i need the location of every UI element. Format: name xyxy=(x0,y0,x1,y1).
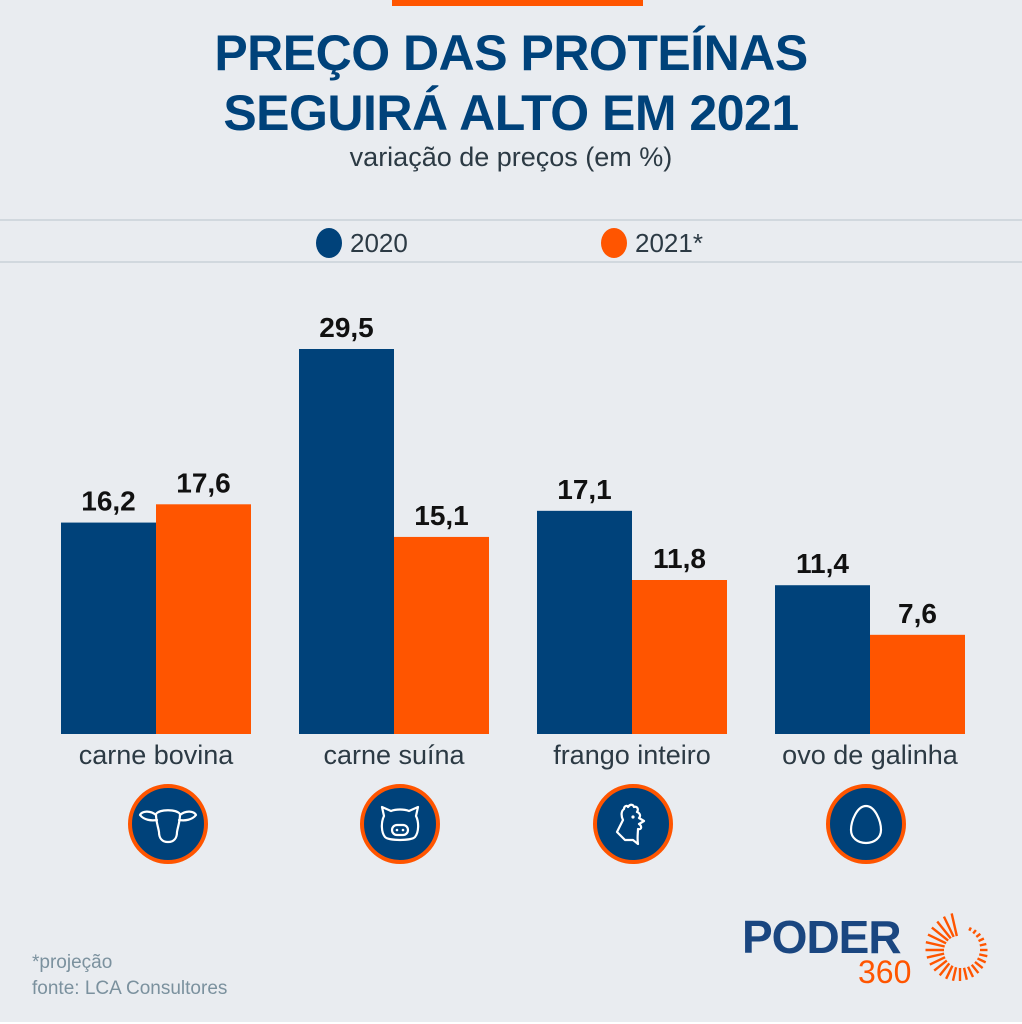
bar-2021-1 xyxy=(394,536,489,734)
source-note: fonte: LCA Consultores xyxy=(32,978,228,999)
sunburst-ray xyxy=(933,959,948,972)
sunburst-ray xyxy=(942,916,955,938)
logo-word: PODER xyxy=(742,911,902,963)
sunburst-ray xyxy=(976,957,987,964)
egg-icon xyxy=(849,804,883,845)
sunburst-ray xyxy=(968,926,972,932)
bar-2021-2 xyxy=(632,580,727,734)
rooster-icon-badge xyxy=(593,784,673,864)
rooster-icon xyxy=(615,803,646,846)
data-label-2020-0: 16,2 xyxy=(81,486,136,517)
data-label-2020-2: 17,1 xyxy=(557,474,612,505)
sunburst-ray xyxy=(979,942,987,947)
data-label-2021-1: 15,1 xyxy=(414,500,469,531)
cow-icon xyxy=(138,809,198,844)
sunburst-ray xyxy=(978,953,988,958)
chart-subtitle: variação de preços (em %) xyxy=(349,142,673,172)
sunburst-ray xyxy=(974,960,984,970)
sunburst-ray xyxy=(970,963,980,974)
category-label-carne-bovina: carne bovina xyxy=(78,740,234,770)
footnote-projection: *projeção xyxy=(32,952,113,973)
bar-chart: 16,2 17,6 29,5 15,1 17,1 11,8 11,4 7,6 xyxy=(61,312,965,734)
data-label-2020-3: 11,4 xyxy=(796,548,849,579)
pig-icon-badge xyxy=(360,784,440,864)
data-label-2020-1: 29,5 xyxy=(319,312,374,343)
bottom-strip xyxy=(0,1022,1022,1024)
sunburst-ray xyxy=(951,967,958,981)
legend-swatch-2021 xyxy=(601,228,627,258)
sunburst-ray xyxy=(931,926,949,942)
sunburst-ray xyxy=(938,962,951,977)
bar-2020-2 xyxy=(537,510,632,734)
data-label-2021-3: 7,6 xyxy=(898,598,937,629)
legend-item-2020: 2020 xyxy=(316,226,408,260)
sunburst-ray xyxy=(950,913,958,937)
sunburst-ray xyxy=(936,920,952,940)
legend-swatch-2020 xyxy=(316,228,342,258)
chart-title-line-1: PREÇO DAS PROTEÍNAS xyxy=(214,25,808,81)
sunburst-ray xyxy=(962,967,968,981)
legend-top-divider xyxy=(0,219,1022,221)
cow-icon-badge xyxy=(128,784,208,864)
data-label-2021-2: 11,8 xyxy=(653,543,706,574)
sunburst-ray xyxy=(975,932,982,938)
bar-2020-3 xyxy=(775,585,870,734)
legend-bottom-divider xyxy=(0,261,1022,263)
sunburst-ray xyxy=(978,937,985,943)
category-label-ovo-de-galinha: ovo de galinha xyxy=(782,740,958,770)
legend-label-2021: 2021* xyxy=(635,227,703,258)
sunburst-ray xyxy=(945,965,954,980)
poder360-logo: PODER 360 xyxy=(742,910,1002,994)
top-accent-bar xyxy=(392,0,643,6)
sunburst-ray xyxy=(972,929,977,935)
egg-icon-badge xyxy=(826,784,906,864)
sunburst-ray xyxy=(929,956,946,966)
sunburst-ray xyxy=(925,941,945,948)
pig-icon xyxy=(380,805,420,842)
sunburst-ray xyxy=(926,952,945,959)
bar-2021-0 xyxy=(156,504,251,734)
bar-2021-3 xyxy=(870,634,965,734)
sunburst-ray xyxy=(966,966,975,978)
sunburst-ray xyxy=(927,933,947,945)
data-label-2021-0: 17,6 xyxy=(176,467,231,498)
legend-item-2021: 2021* xyxy=(601,226,703,260)
chart-title-line-2: SEGUIRÁ ALTO EM 2021 xyxy=(223,85,799,141)
legend-label-2020: 2020 xyxy=(350,227,408,258)
category-label-carne-suina: carne suína xyxy=(323,740,465,770)
bar-2020-1 xyxy=(299,349,394,734)
logo-number: 360 xyxy=(858,954,912,990)
category-label-frango-inteiro: frango inteiro xyxy=(553,740,711,770)
sunburst-logo-icon xyxy=(925,913,988,981)
bar-2020-0 xyxy=(61,522,156,734)
